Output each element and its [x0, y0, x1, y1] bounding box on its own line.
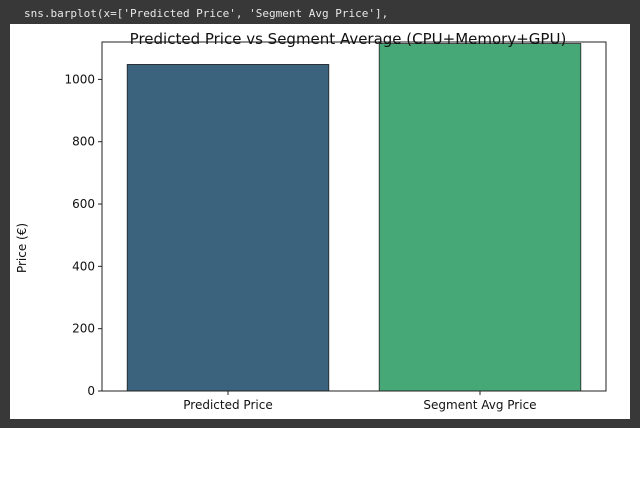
y-tick-label: 1000	[64, 72, 95, 86]
chart-title: Predicted Price vs Segment Average (CPU+…	[130, 30, 567, 48]
y-tick-label: 600	[72, 197, 95, 211]
bar-1	[378, 43, 582, 392]
y-tick-label: 800	[72, 135, 95, 149]
y-tick-label: 200	[72, 322, 95, 336]
x-tick-label: Segment Avg Price	[423, 398, 536, 412]
plot-frame	[101, 41, 607, 392]
chart-output-panel: 0 200 400 600 800 1000 Predicted Price Segment…	[10, 24, 630, 419]
bar-chart: 0 200 400 600 800 1000 Predicted Price Segment…	[15, 30, 607, 412]
y-tick-label: 400	[72, 259, 95, 273]
x-tick-label: Predicted Price	[183, 398, 272, 412]
code-line: sns.barplot(x=['Predicted Price', 'Segme…	[24, 7, 389, 20]
y-axis-label: Price (€)	[15, 223, 29, 273]
y-tick-label: 0	[87, 384, 95, 398]
bar-0	[126, 64, 330, 392]
